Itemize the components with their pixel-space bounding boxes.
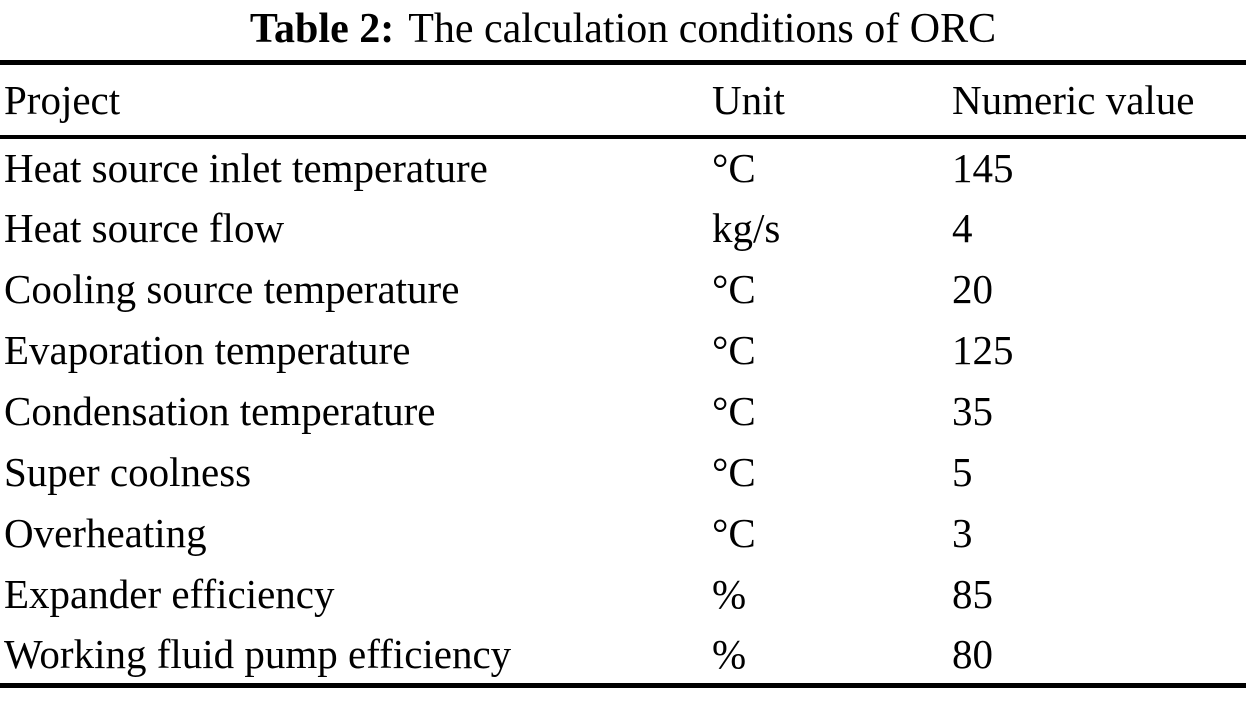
unit-cell: °C [712, 388, 756, 434]
table-row: Cooling source temperature °C 20 [0, 259, 1246, 320]
project-cell: Expander efficiency [4, 571, 335, 617]
unit-cell: kg/s [712, 205, 781, 251]
column-header-project: Project [4, 76, 121, 123]
table-row: Expander efficiency % 85 [0, 564, 1246, 625]
project-cell: Heat source inlet temperature [4, 145, 488, 191]
value-cell: 145 [952, 145, 1014, 191]
project-cell: Heat source flow [4, 205, 285, 251]
column-header-unit: Unit [712, 76, 785, 123]
unit-cell: °C [712, 449, 756, 495]
table-caption-label: Table 2: [249, 6, 395, 52]
project-cell: Evaporation temperature [4, 327, 411, 373]
table-row: Heat source flow kg/s 4 [0, 198, 1246, 259]
column-header-numeric-value: Numeric value [952, 76, 1195, 123]
value-cell: 80 [952, 630, 993, 677]
table-row: Working fluid pump efficiency % 80 [0, 625, 1246, 686]
table-caption: Table 2: The calculation conditions of OR… [0, 0, 1246, 60]
value-cell: 125 [952, 327, 1014, 373]
value-cell: 35 [952, 388, 993, 434]
unit-cell: °C [712, 510, 756, 556]
table-row: Evaporation temperature °C 125 [0, 320, 1246, 381]
calculation-conditions-table: Project Unit Numeric value Heat source i… [0, 60, 1246, 688]
unit-cell: % [712, 571, 747, 617]
table-row: Overheating °C 3 [0, 503, 1246, 564]
project-cell: Working fluid pump efficiency [4, 630, 512, 677]
unit-cell: % [712, 630, 747, 677]
table-header-row: Project Unit Numeric value [0, 63, 1246, 137]
unit-cell: °C [712, 266, 756, 312]
project-cell: Condensation temperature [4, 388, 436, 434]
table-caption-text: The calculation conditions of ORC [408, 6, 997, 52]
project-cell: Super coolness [4, 449, 252, 495]
unit-cell: °C [712, 327, 756, 373]
value-cell: 20 [952, 266, 993, 312]
project-cell: Cooling source temperature [4, 266, 460, 312]
unit-cell: °C [712, 145, 756, 191]
value-cell: 4 [952, 205, 973, 251]
table-row: Condensation temperature °C 35 [0, 381, 1246, 442]
table-row: Super coolness °C 5 [0, 442, 1246, 503]
value-cell: 3 [952, 510, 973, 556]
value-cell: 85 [952, 571, 993, 617]
value-cell: 5 [952, 449, 973, 495]
table-row: Heat source inlet temperature °C 145 [0, 137, 1246, 198]
project-cell: Overheating [4, 510, 207, 556]
